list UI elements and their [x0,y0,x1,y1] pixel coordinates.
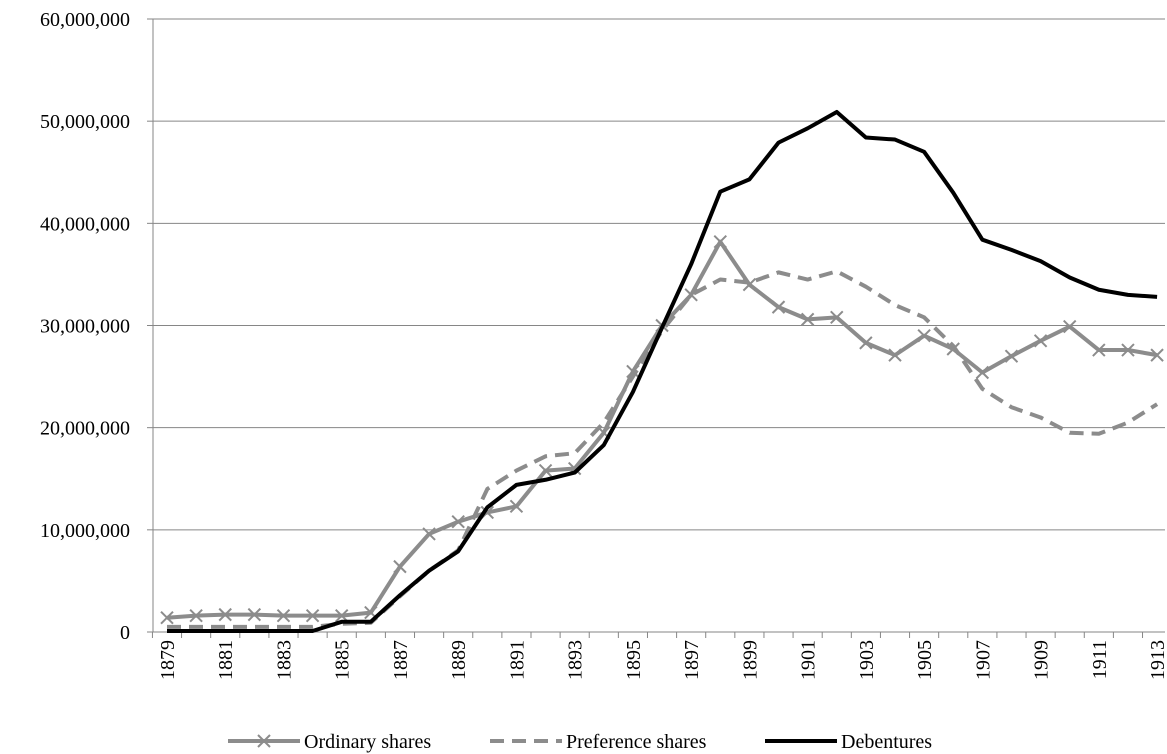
x-tick-label: 1899 [739,640,761,680]
x-tick-label: 1901 [798,640,820,680]
marker [859,336,873,350]
marker [1150,348,1164,362]
marker [247,607,262,622]
marker [800,312,815,327]
legend-label: Ordinary shares [304,731,431,753]
x-tick-label: 1885 [332,640,354,680]
series-line [166,239,1158,620]
x-tick-label: 1883 [273,640,295,680]
y-tick-label: 0 [120,622,130,644]
marker [888,348,902,362]
x-tick-label: 1889 [448,640,470,680]
x-tick-label: 1907 [972,640,994,680]
marker [335,608,349,623]
marker [1121,343,1135,357]
marker [1063,319,1077,334]
marker [830,310,844,325]
marker [218,607,232,622]
x-tick-label: 1895 [623,640,645,680]
y-tick-label: 30,000,000 [40,316,130,338]
marker [771,300,786,314]
marker [422,527,436,541]
y-tick-label: 60,000,000 [40,9,130,31]
y-tick-label: 50,000,000 [40,111,130,133]
x-tick-label: 1879 [157,640,179,680]
marker [713,235,727,249]
x-tick-label: 1913 [1147,640,1167,680]
x-tick-label: 1909 [1031,640,1053,680]
marker [538,463,553,478]
marker [305,608,320,623]
marker [509,499,524,514]
legend-label: Preference shares [566,731,707,753]
legend-marker [257,734,271,748]
y-tick-label: 20,000,000 [40,418,130,440]
y-tick-label: 10,000,000 [40,520,130,542]
series-line [167,109,1158,633]
legend-label: Debentures [841,731,932,753]
marker [1092,343,1106,357]
x-tick-label: 1905 [914,640,936,680]
marker [451,514,465,529]
marker [917,329,931,343]
x-tick-label: 1881 [215,640,237,680]
y-tick-label: 40,000,000 [40,213,130,235]
marker [393,559,407,574]
x-tick-label: 1897 [681,640,703,680]
x-tick-label: 1887 [390,640,412,680]
marker [189,608,203,623]
marker [276,608,291,623]
marker [626,364,640,379]
x-tick-label: 1911 [1089,640,1111,679]
marker [975,365,990,380]
x-tick-label: 1903 [856,640,878,680]
x-tick-label: 1891 [506,640,528,680]
x-tick-label: 1893 [565,640,587,680]
marker [1004,349,1019,363]
marker [1033,334,1048,348]
marker [160,610,174,625]
